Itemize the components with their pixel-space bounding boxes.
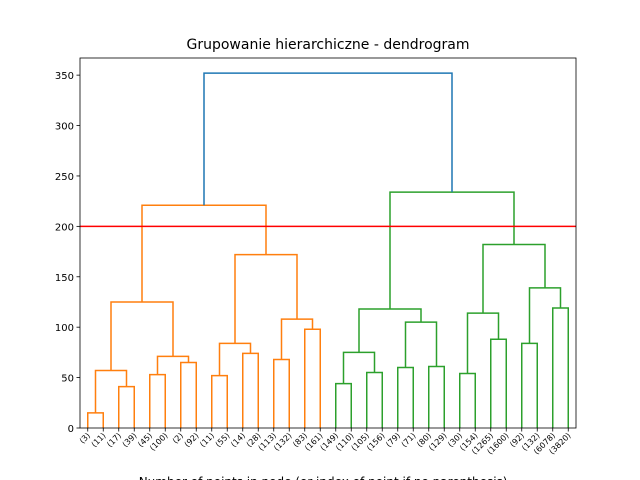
x-axis-label: Number of points in node (or index of po… xyxy=(139,475,512,480)
link xyxy=(459,372,476,428)
link xyxy=(149,373,166,428)
y-tick-label: 50 xyxy=(61,374,74,385)
link xyxy=(397,366,414,428)
link xyxy=(234,253,298,344)
plot-frame xyxy=(79,57,577,429)
link xyxy=(218,342,252,376)
link xyxy=(110,301,174,371)
y-tick-label: 150 xyxy=(55,273,74,284)
leaf-label: (129) xyxy=(427,431,449,453)
link xyxy=(528,287,562,344)
link xyxy=(273,358,290,428)
link xyxy=(428,365,445,428)
leaf-label: (132) xyxy=(272,431,294,453)
link xyxy=(335,382,352,428)
link xyxy=(521,342,538,428)
leaf-label: (17) xyxy=(105,431,123,449)
leaf-label: (79) xyxy=(384,431,402,449)
leaf-label: (11) xyxy=(198,431,216,449)
link xyxy=(87,412,104,428)
link xyxy=(366,371,383,428)
leaf-label: (14) xyxy=(229,431,247,449)
link xyxy=(118,385,135,428)
y-tick-label: 200 xyxy=(55,222,74,233)
link xyxy=(203,72,453,206)
link xyxy=(342,351,376,384)
y-tick-label: 100 xyxy=(55,323,74,334)
link xyxy=(211,374,228,428)
y-tick-label: 300 xyxy=(55,122,74,133)
link xyxy=(482,243,546,314)
link xyxy=(156,355,190,375)
link xyxy=(358,308,422,353)
leaf-label: (55) xyxy=(214,431,232,449)
link xyxy=(242,352,259,428)
leaf-label: (100) xyxy=(148,431,170,453)
y-tick-label: 250 xyxy=(55,172,74,183)
link xyxy=(389,191,515,310)
y-tick-label: 0 xyxy=(68,424,74,435)
link xyxy=(94,369,128,413)
link xyxy=(304,328,321,428)
leaf-label: (39) xyxy=(121,431,139,449)
leaf-label: (156) xyxy=(365,431,387,453)
link xyxy=(280,318,314,360)
link xyxy=(180,361,197,428)
link xyxy=(141,204,267,302)
link xyxy=(552,307,569,428)
y-tick-label: 350 xyxy=(55,71,74,82)
link xyxy=(466,312,500,374)
chart-title: Grupowanie hierarchiczne - dendrogram xyxy=(186,37,469,53)
leaf-label: (71) xyxy=(400,431,418,449)
leaf-label: (92) xyxy=(183,431,201,449)
link xyxy=(404,321,438,368)
leaf-label: (11) xyxy=(90,431,108,449)
link xyxy=(490,338,507,428)
